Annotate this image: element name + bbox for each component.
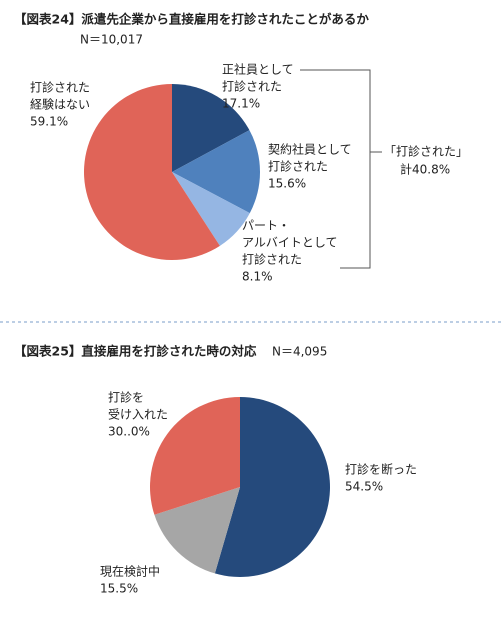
value-label: 17.1% (222, 97, 260, 111)
slice-label: 打診された (242, 252, 302, 267)
pie-slice (172, 172, 250, 246)
annotation: 計40.8% (400, 162, 450, 177)
slice-label: パート・ (242, 219, 290, 233)
pie-slice (214, 397, 330, 577)
pie-slice (84, 84, 220, 260)
slice-label: 打診を断った (345, 462, 417, 477)
slice-label: 打診された (222, 79, 282, 94)
slice-label: 打診された (268, 159, 328, 174)
slice-label: 現在検討中 (100, 564, 160, 579)
slice-label: 受け入れた (108, 408, 168, 422)
pie-slice (172, 130, 261, 214)
chart-title: 【図表25】直接雇用を打診された時の対応 (14, 344, 257, 359)
value-label: 8.1% (242, 270, 273, 284)
value-label: 30..0% (108, 425, 150, 439)
bracket-line (300, 69, 371, 269)
chart-subtitle: N＝10,017 (80, 33, 143, 47)
pie-slice (154, 487, 240, 574)
slice-label: アルバイトとして (242, 236, 338, 250)
slice-label: 経験はない (30, 97, 90, 112)
slice-label: 正社員として (222, 62, 294, 77)
value-label: 54.5% (345, 480, 383, 494)
annotation: 「打診された」 (384, 144, 468, 159)
value-label: 15.6% (268, 177, 306, 191)
value-label: 59.1% (30, 115, 68, 129)
slice-label: 打診を (108, 390, 144, 405)
chart-subtitle: N＝4,095 (272, 345, 327, 359)
chart-title: 【図表24】派遣先企業から直接雇用を打診されたことがあるか (14, 12, 369, 27)
bracket (300, 69, 382, 269)
slice-label: 打診された (30, 80, 90, 95)
pie-slice (172, 84, 250, 172)
slice-label: 契約社員として (268, 142, 352, 157)
pie-slice (149, 397, 240, 515)
value-label: 15.5% (100, 582, 138, 596)
